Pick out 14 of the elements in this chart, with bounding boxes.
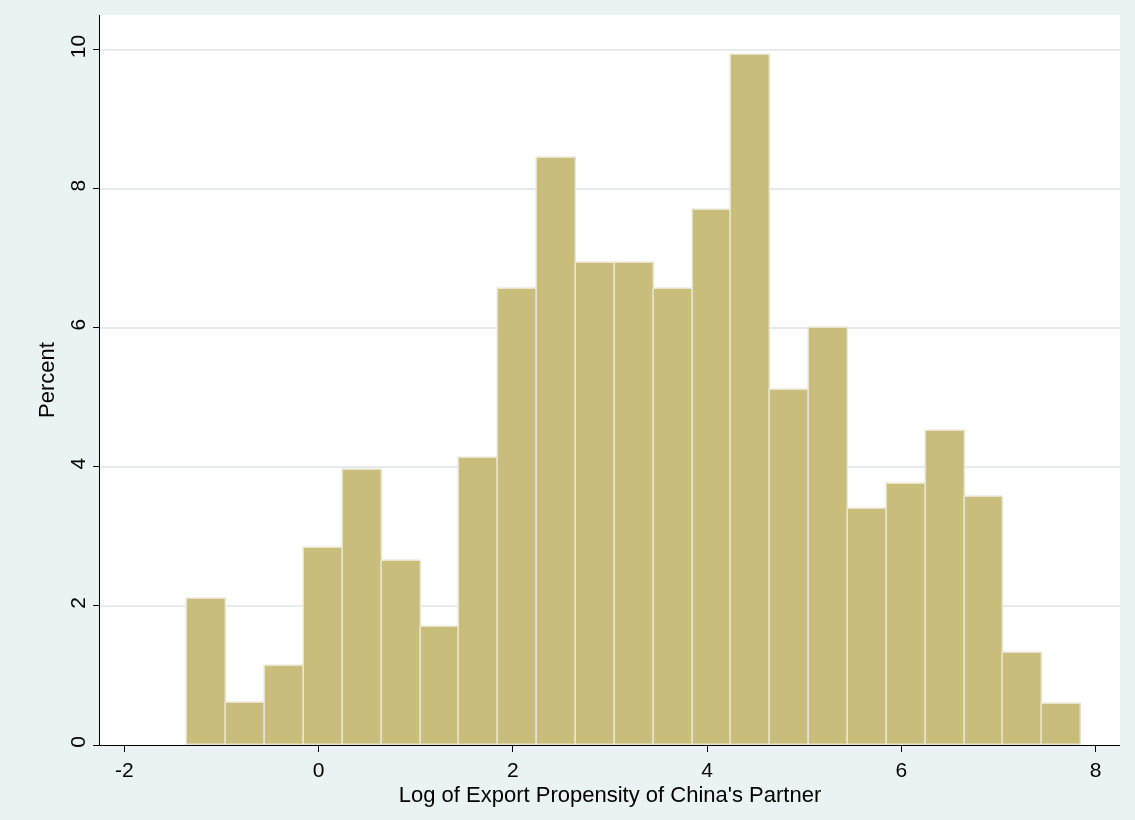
x-tick-label: 6 [895,758,908,782]
y-tick-label: 4 [65,457,89,470]
y-tick-label: 6 [65,318,89,331]
x-tick-label: 8 [1089,758,1102,782]
y-axis-title: Percent [34,342,60,418]
x-tick-label: 0 [312,758,325,782]
x-tick-label: 2 [507,758,519,782]
y-tick-label: 10 [65,34,89,59]
x-tick-label: 4 [701,758,714,782]
y-tick-label: 2 [65,596,89,609]
x-tick-label: -2 [114,758,134,782]
x-axis-title: Log of Export Propensity of China's Partner [398,782,822,808]
y-tick-label: 8 [65,179,89,192]
y-tick-label: 0 [65,736,89,748]
